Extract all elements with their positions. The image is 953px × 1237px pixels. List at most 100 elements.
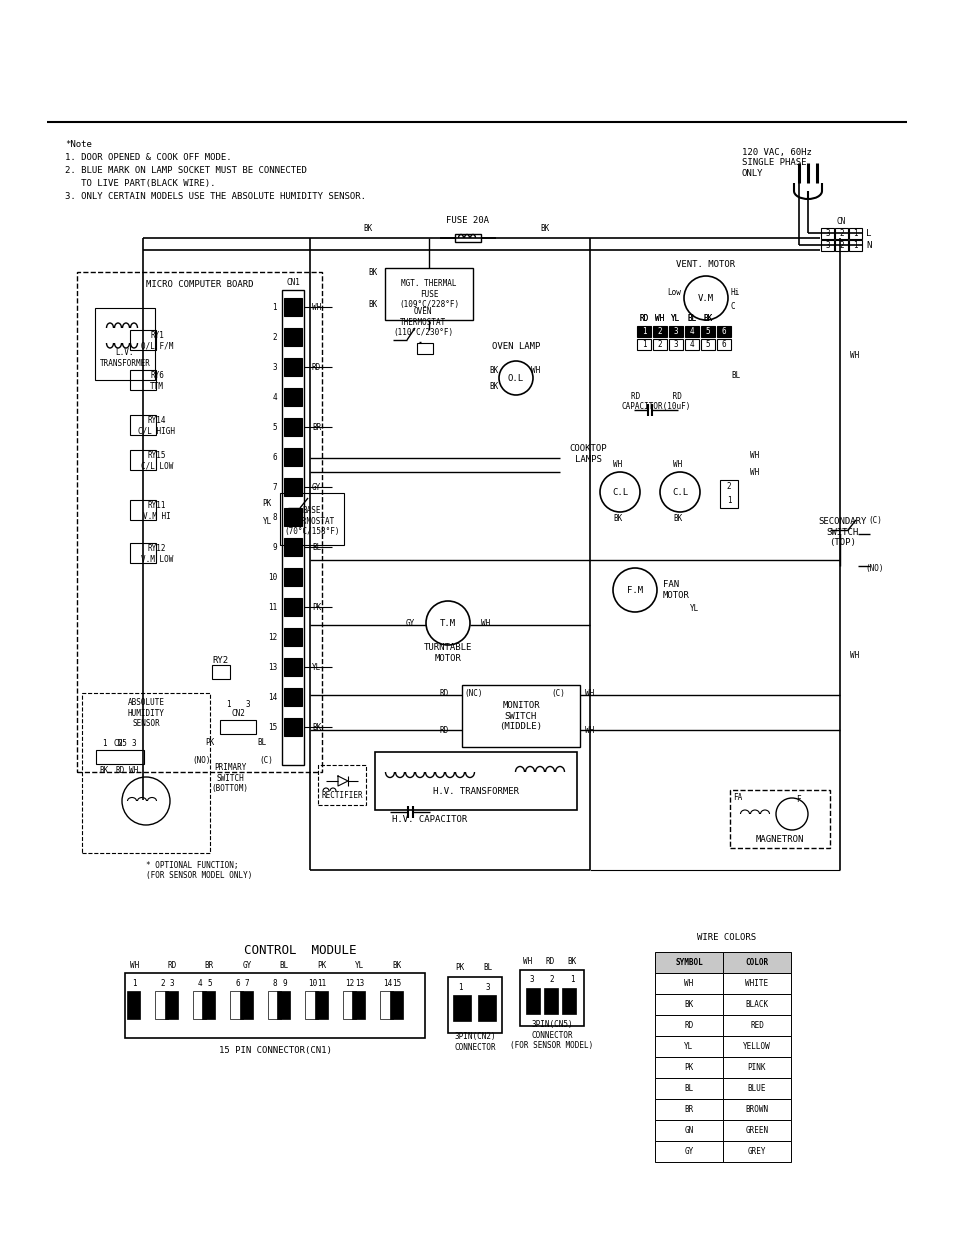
- Text: L: L: [865, 229, 870, 238]
- Text: MICRO COMPUTER BOARD: MICRO COMPUTER BOARD: [146, 280, 253, 288]
- Bar: [848, 228, 862, 239]
- Text: 9: 9: [282, 978, 287, 987]
- Text: 5: 5: [705, 327, 710, 335]
- Bar: [722, 974, 790, 995]
- Text: FA: FA: [733, 793, 741, 803]
- Text: YL: YL: [262, 517, 272, 526]
- Text: WH: WH: [849, 651, 859, 659]
- Text: YELLOW: YELLOW: [742, 1042, 770, 1051]
- Text: F.M: F.M: [626, 585, 642, 595]
- Bar: [212, 666, 230, 679]
- Bar: [317, 764, 366, 805]
- Bar: [848, 240, 862, 251]
- Text: CN5: CN5: [113, 738, 127, 747]
- Bar: [655, 1077, 722, 1098]
- Bar: [284, 357, 302, 376]
- Text: N: N: [865, 240, 870, 250]
- Text: RED: RED: [749, 1021, 763, 1030]
- Text: BL: BL: [257, 737, 266, 746]
- Text: YL: YL: [355, 960, 364, 970]
- Text: 1: 1: [641, 339, 645, 349]
- Text: 3: 3: [132, 738, 136, 747]
- Bar: [375, 752, 577, 810]
- Text: 14: 14: [382, 978, 392, 987]
- Text: CN: CN: [836, 216, 844, 225]
- Text: BK: BK: [613, 513, 622, 522]
- Bar: [717, 339, 730, 350]
- Text: WH: WH: [655, 313, 664, 323]
- Text: WH: WH: [585, 725, 594, 735]
- Bar: [722, 1037, 790, 1056]
- Text: (C): (C): [867, 516, 881, 524]
- Bar: [284, 597, 302, 616]
- Bar: [165, 991, 177, 1019]
- Text: GN: GN: [683, 1126, 693, 1136]
- Text: MGT. THERMAL
FUSE
(109°C/228°F): MGT. THERMAL FUSE (109°C/228°F): [398, 280, 458, 309]
- Text: 1: 1: [641, 327, 645, 335]
- Bar: [684, 327, 699, 336]
- Bar: [717, 327, 730, 336]
- Text: Low: Low: [666, 287, 680, 297]
- Text: BL: BL: [687, 313, 696, 323]
- Bar: [130, 330, 156, 350]
- Bar: [380, 991, 393, 1019]
- Bar: [722, 952, 790, 974]
- Bar: [390, 991, 402, 1019]
- Text: RD: RD: [683, 1021, 693, 1030]
- Text: T.M: T.M: [439, 618, 456, 627]
- Bar: [202, 991, 215, 1019]
- Bar: [130, 450, 156, 470]
- Text: YL: YL: [671, 313, 679, 323]
- Text: BR: BR: [312, 423, 321, 432]
- Text: WH: WH: [585, 689, 594, 698]
- Text: CN1: CN1: [286, 277, 299, 287]
- Bar: [519, 970, 583, 1025]
- Bar: [821, 240, 833, 251]
- Text: RY11: RY11: [148, 501, 166, 510]
- Text: OVEN
THERMOSTAT
(110°C/230°F): OVEN THERMOSTAT (110°C/230°F): [393, 307, 453, 336]
- Bar: [655, 974, 722, 995]
- Text: RY14: RY14: [148, 416, 166, 424]
- Bar: [684, 339, 699, 350]
- Bar: [453, 995, 471, 1021]
- Text: WH: WH: [130, 766, 138, 774]
- Text: RD: RD: [312, 362, 321, 371]
- Text: H.V. TRANSFORMER: H.V. TRANSFORMER: [433, 788, 518, 797]
- Bar: [305, 991, 318, 1019]
- Text: 6: 6: [273, 453, 276, 461]
- Text: 14: 14: [268, 693, 276, 701]
- Bar: [655, 1016, 722, 1037]
- Bar: [700, 339, 714, 350]
- Text: BK: BK: [368, 267, 377, 277]
- Text: BROWN: BROWN: [744, 1105, 768, 1115]
- Text: BK: BK: [368, 299, 377, 308]
- Text: SYMBOL: SYMBOL: [675, 957, 702, 967]
- Text: H.V. CAPACITOR: H.V. CAPACITOR: [392, 815, 467, 825]
- Text: 3: 3: [673, 339, 678, 349]
- Bar: [729, 790, 829, 849]
- Text: YL: YL: [312, 663, 321, 672]
- Text: 13: 13: [355, 978, 364, 987]
- Text: PINK: PINK: [747, 1063, 765, 1072]
- Text: 3: 3: [170, 978, 174, 987]
- Text: 2: 2: [657, 339, 661, 349]
- Text: 6: 6: [720, 327, 725, 335]
- Text: BK: BK: [312, 722, 321, 731]
- Text: WH: WH: [683, 978, 693, 988]
- Bar: [668, 327, 682, 336]
- Bar: [720, 480, 738, 508]
- Text: 120 VAC, 60Hz
SINGLE PHASE
ONLY: 120 VAC, 60Hz SINGLE PHASE ONLY: [741, 148, 811, 178]
- Bar: [314, 991, 328, 1019]
- Text: (NC): (NC): [464, 689, 483, 698]
- Text: BK: BK: [539, 224, 549, 233]
- Bar: [284, 658, 302, 675]
- Text: 15: 15: [268, 722, 276, 731]
- Bar: [277, 991, 290, 1019]
- Bar: [284, 298, 302, 315]
- Bar: [652, 339, 666, 350]
- Text: PK: PK: [262, 499, 272, 507]
- Text: 11: 11: [317, 978, 326, 987]
- Text: 3: 3: [529, 976, 534, 985]
- Text: RY15: RY15: [148, 450, 166, 459]
- Text: 1: 1: [226, 699, 230, 709]
